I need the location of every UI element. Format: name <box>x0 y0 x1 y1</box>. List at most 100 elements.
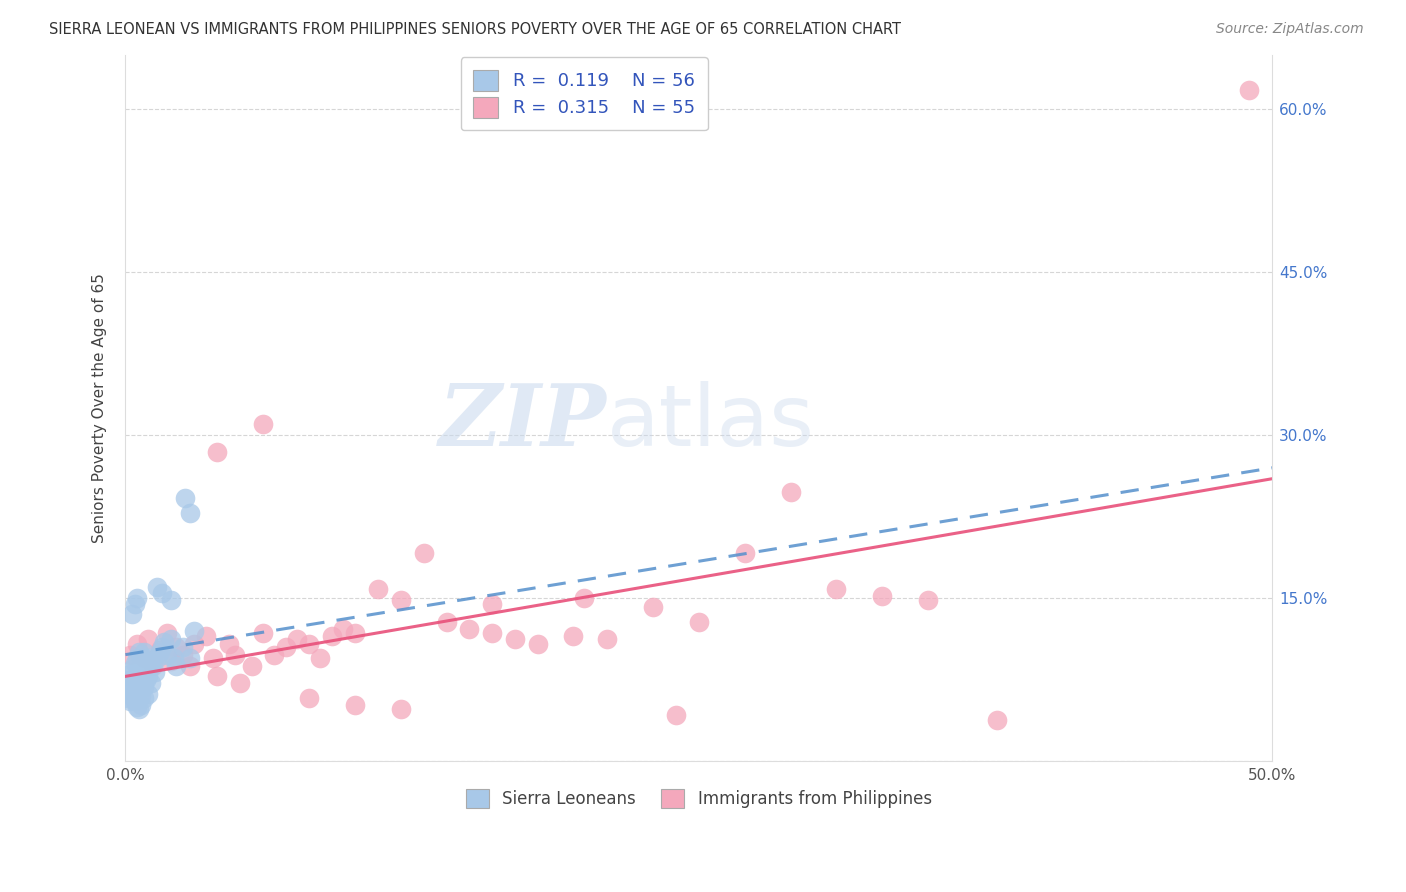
Point <box>150 640 173 654</box>
Point <box>229 676 252 690</box>
Point <box>252 417 274 432</box>
Text: atlas: atlas <box>607 381 815 464</box>
Point <box>149 645 172 659</box>
Point <box>298 691 321 706</box>
Text: ZIP: ZIP <box>439 381 607 464</box>
Point <box>321 629 343 643</box>
Point <box>121 662 143 676</box>
Point <box>128 645 150 659</box>
Point <box>142 654 165 668</box>
Point <box>252 626 274 640</box>
Point <box>128 662 150 676</box>
Point <box>412 545 434 559</box>
Point <box>135 673 157 687</box>
Point <box>160 593 183 607</box>
Point <box>872 589 894 603</box>
Point <box>505 632 527 647</box>
Point <box>143 665 166 679</box>
Point <box>734 545 756 559</box>
Point <box>139 658 162 673</box>
Point <box>309 651 332 665</box>
Point <box>142 658 165 673</box>
Point <box>125 651 148 665</box>
Point <box>172 648 194 662</box>
Point <box>124 597 146 611</box>
Point <box>218 637 240 651</box>
Point <box>263 648 285 662</box>
Point <box>156 648 179 662</box>
Point <box>139 676 162 690</box>
Point <box>201 651 224 665</box>
Point <box>343 698 366 712</box>
Point <box>125 683 148 698</box>
Point <box>118 667 141 681</box>
Point <box>332 622 354 636</box>
Point <box>367 582 389 597</box>
Point <box>274 640 297 654</box>
Point <box>132 680 155 694</box>
Point <box>125 637 148 651</box>
Point <box>146 580 169 594</box>
Point <box>124 657 146 671</box>
Point <box>135 657 157 671</box>
Point <box>183 637 205 651</box>
Point <box>389 702 412 716</box>
Point <box>121 689 143 703</box>
Point <box>179 658 201 673</box>
Point <box>481 597 503 611</box>
Point <box>986 713 1008 727</box>
Point <box>136 651 159 665</box>
Point <box>165 658 187 673</box>
Point <box>125 667 148 681</box>
Point <box>298 637 321 651</box>
Point <box>132 662 155 676</box>
Point <box>1239 83 1261 97</box>
Point <box>179 651 201 665</box>
Point <box>128 678 150 692</box>
Point <box>117 673 139 687</box>
Point <box>132 691 155 706</box>
Point <box>165 640 187 654</box>
Point <box>287 632 309 647</box>
Point <box>124 694 146 708</box>
Point <box>156 626 179 640</box>
Point <box>458 622 481 636</box>
Point <box>389 593 412 607</box>
Text: Source: ZipAtlas.com: Source: ZipAtlas.com <box>1216 22 1364 37</box>
Point <box>641 599 664 614</box>
Y-axis label: Seniors Poverty Over the Age of 65: Seniors Poverty Over the Age of 65 <box>93 273 107 543</box>
Point <box>121 607 143 622</box>
Point <box>436 615 458 629</box>
Point <box>160 654 183 668</box>
Point <box>596 632 619 647</box>
Point <box>146 651 169 665</box>
Point <box>124 689 146 703</box>
Point <box>131 689 153 703</box>
Point <box>128 702 150 716</box>
Point <box>121 678 143 692</box>
Point <box>572 591 595 606</box>
Point <box>131 651 153 665</box>
Point <box>117 691 139 706</box>
Point <box>224 648 246 662</box>
Point <box>162 651 184 665</box>
Point <box>194 629 217 643</box>
Point <box>179 507 201 521</box>
Point <box>174 491 197 506</box>
Text: SIERRA LEONEAN VS IMMIGRANTS FROM PHILIPPINES SENIORS POVERTY OVER THE AGE OF 65: SIERRA LEONEAN VS IMMIGRANTS FROM PHILIP… <box>49 22 901 37</box>
Point <box>118 683 141 698</box>
Point <box>150 586 173 600</box>
Point <box>131 667 153 681</box>
Point <box>688 615 710 629</box>
Point <box>132 645 155 659</box>
Point <box>205 444 228 458</box>
Point <box>131 698 153 712</box>
Point <box>481 626 503 640</box>
Point <box>132 651 155 665</box>
Point <box>149 643 172 657</box>
Point <box>124 673 146 687</box>
Point <box>527 637 550 651</box>
Point <box>205 669 228 683</box>
Point <box>172 640 194 654</box>
Point <box>183 624 205 638</box>
